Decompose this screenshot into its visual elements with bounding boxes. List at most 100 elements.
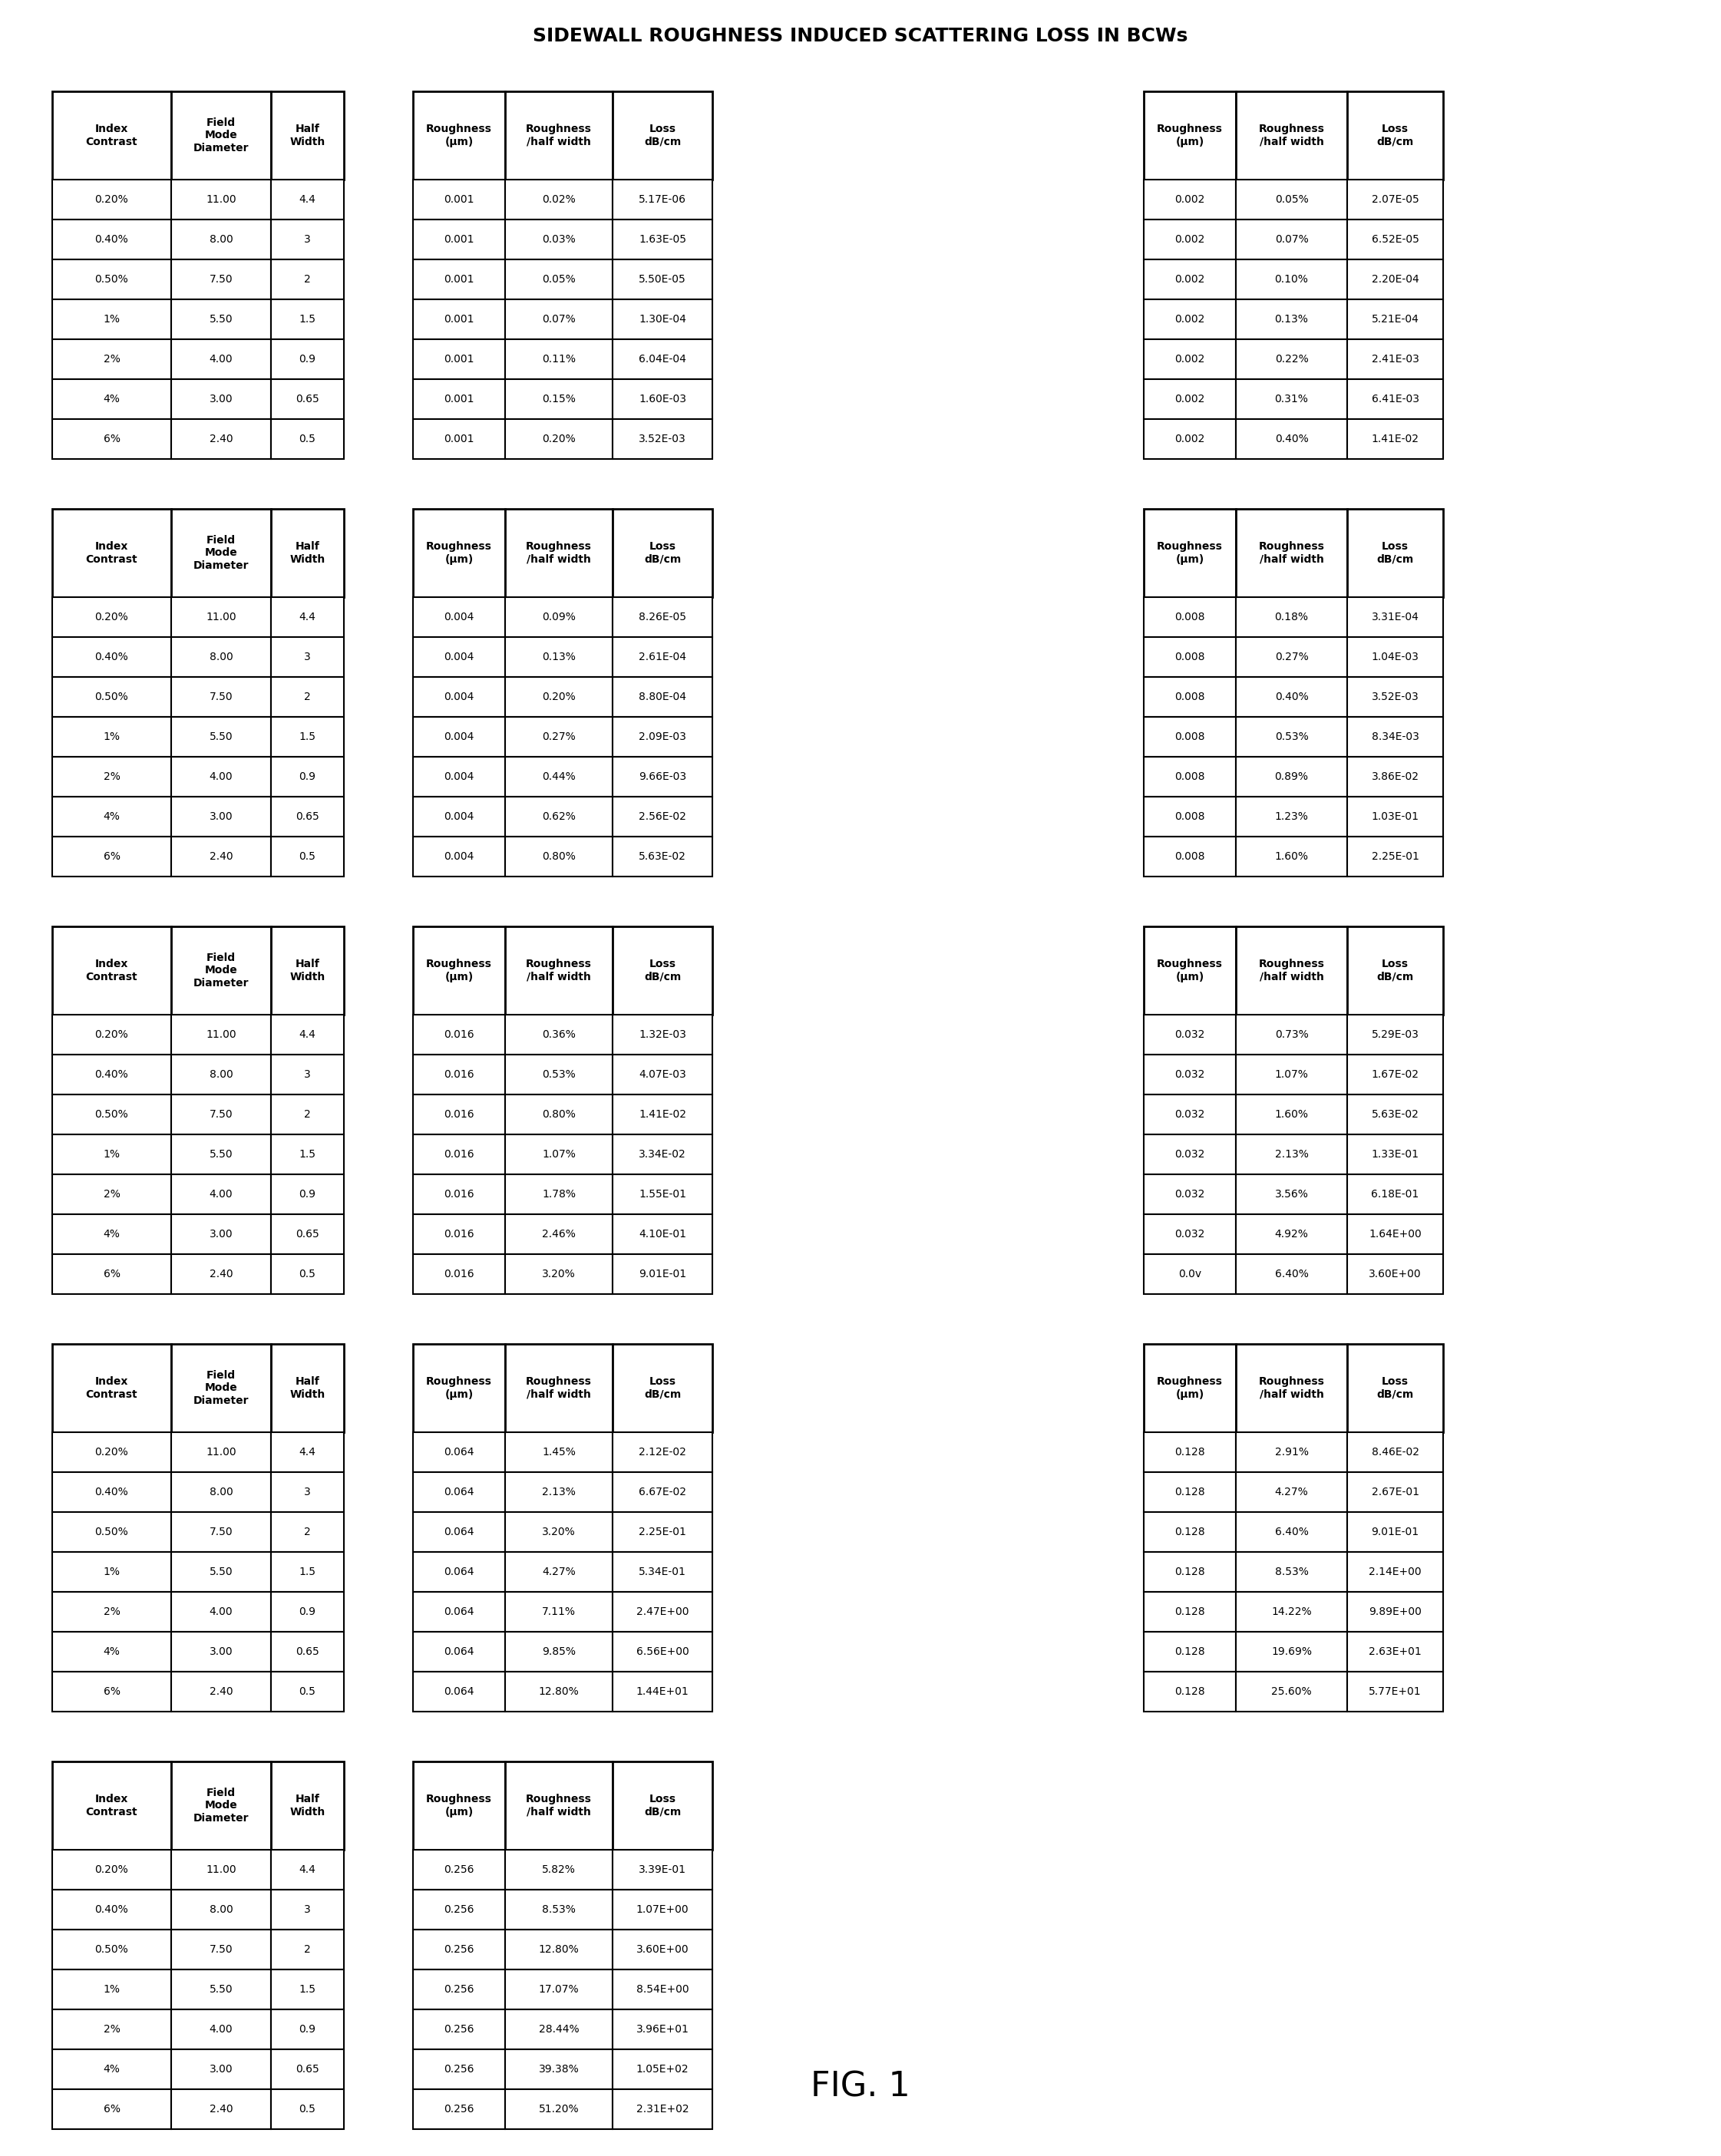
Bar — [613, 837, 712, 877]
Text: 1.78%: 1.78% — [542, 1188, 577, 1199]
Text: 1.33E-01: 1.33E-01 — [1372, 1149, 1418, 1160]
Text: 0.004: 0.004 — [444, 651, 475, 662]
Bar — [1348, 1015, 1444, 1054]
Text: 4%: 4% — [103, 1647, 120, 1658]
Bar — [270, 300, 344, 338]
Bar — [1144, 677, 1236, 718]
Text: 1.07%: 1.07% — [1275, 1069, 1308, 1080]
Bar — [1236, 798, 1348, 837]
Text: 0.5: 0.5 — [299, 1686, 317, 1697]
Bar — [613, 1473, 712, 1511]
Text: 0.10%: 0.10% — [1275, 274, 1308, 285]
Text: 4.00: 4.00 — [210, 2024, 232, 2035]
Text: 2: 2 — [305, 1945, 312, 1955]
Text: Roughness
/half width: Roughness /half width — [1258, 123, 1325, 147]
Text: 0.004: 0.004 — [444, 612, 475, 623]
Text: 0.50%: 0.50% — [95, 1945, 129, 1955]
Bar — [413, 179, 504, 220]
Text: 0.22%: 0.22% — [1275, 354, 1308, 364]
Bar — [52, 1214, 170, 1255]
Bar — [52, 509, 170, 597]
Text: 0.36%: 0.36% — [542, 1028, 575, 1039]
Bar — [170, 1761, 270, 1850]
Text: 8.80E-04: 8.80E-04 — [638, 692, 687, 703]
Text: 0.032: 0.032 — [1175, 1149, 1205, 1160]
Text: 0.5: 0.5 — [299, 1268, 317, 1279]
Bar — [1236, 509, 1348, 597]
Text: 2%: 2% — [103, 772, 120, 783]
Bar — [270, 718, 344, 757]
Bar — [52, 1054, 170, 1095]
Text: 0.008: 0.008 — [1175, 772, 1205, 783]
Text: 0.9: 0.9 — [299, 1606, 317, 1617]
Bar — [270, 91, 344, 179]
Text: Roughness
/half width: Roughness /half width — [1258, 1376, 1325, 1399]
Bar — [52, 1473, 170, 1511]
Bar — [413, 1552, 504, 1591]
Bar — [413, 837, 504, 877]
Bar — [613, 259, 712, 300]
Bar — [413, 1930, 504, 1968]
Text: 2.31E+02: 2.31E+02 — [637, 2104, 688, 2115]
Text: 1.63E-05: 1.63E-05 — [638, 235, 687, 246]
Text: 0.032: 0.032 — [1175, 1108, 1205, 1119]
Bar — [413, 1671, 504, 1712]
Bar — [1236, 418, 1348, 459]
Bar — [504, 1761, 613, 1850]
Bar — [1348, 1343, 1444, 1432]
Text: 1.07%: 1.07% — [542, 1149, 575, 1160]
Text: 2: 2 — [305, 274, 312, 285]
Text: Loss
dB/cm: Loss dB/cm — [644, 1794, 682, 1818]
Text: 0.20%: 0.20% — [95, 1447, 129, 1457]
Bar — [613, 1134, 712, 1175]
Bar — [1144, 1473, 1236, 1511]
Bar — [270, 1968, 344, 2009]
Text: 3.52E-03: 3.52E-03 — [1372, 692, 1418, 703]
Text: 0.40%: 0.40% — [1275, 433, 1308, 444]
Bar — [413, 1889, 504, 1930]
Text: Roughness
(μm): Roughness (μm) — [427, 1376, 492, 1399]
Text: 3.52E-03: 3.52E-03 — [638, 433, 687, 444]
Bar — [1236, 1255, 1348, 1294]
Bar — [170, 718, 270, 757]
Text: 5.50: 5.50 — [210, 731, 232, 742]
Text: 0.40%: 0.40% — [95, 1488, 129, 1498]
Bar — [1144, 636, 1236, 677]
Text: 0.5: 0.5 — [299, 2104, 317, 2115]
Bar — [52, 179, 170, 220]
Bar — [170, 1175, 270, 1214]
Text: 4%: 4% — [103, 2063, 120, 2074]
Text: 7.50: 7.50 — [210, 1945, 232, 1955]
Bar — [504, 1054, 613, 1095]
Bar — [504, 1175, 613, 1214]
Text: 2.40: 2.40 — [210, 1686, 232, 1697]
Text: 1.07E+00: 1.07E+00 — [637, 1904, 688, 1915]
Text: 4%: 4% — [103, 395, 120, 405]
Text: 3.20%: 3.20% — [542, 1268, 575, 1279]
Text: Roughness
/half width: Roughness /half width — [527, 541, 592, 565]
Text: 2.40: 2.40 — [210, 1268, 232, 1279]
Text: 4.00: 4.00 — [210, 1606, 232, 1617]
Text: 0.032: 0.032 — [1175, 1229, 1205, 1240]
Bar — [52, 1255, 170, 1294]
Bar — [613, 1761, 712, 1850]
Bar — [270, 509, 344, 597]
Bar — [504, 220, 613, 259]
Text: 5.50E-05: 5.50E-05 — [638, 274, 687, 285]
Text: FIG. 1: FIG. 1 — [811, 2070, 910, 2104]
Text: 1.04E-03: 1.04E-03 — [1372, 651, 1418, 662]
Text: 1.64E+00: 1.64E+00 — [1368, 1229, 1422, 1240]
Bar — [613, 509, 712, 597]
Text: 8.53%: 8.53% — [542, 1904, 575, 1915]
Text: Index
Contrast: Index Contrast — [86, 541, 138, 565]
Bar — [1348, 259, 1444, 300]
Bar — [52, 1591, 170, 1632]
Text: 0.064: 0.064 — [444, 1488, 475, 1498]
Bar — [52, 1095, 170, 1134]
Text: 0.256: 0.256 — [444, 1904, 475, 1915]
Text: 0.40%: 0.40% — [95, 651, 129, 662]
Bar — [613, 677, 712, 718]
Text: 4.00: 4.00 — [210, 1188, 232, 1199]
Text: 6.67E-02: 6.67E-02 — [638, 1488, 687, 1498]
Text: Roughness
/half width: Roughness /half width — [1258, 959, 1325, 983]
